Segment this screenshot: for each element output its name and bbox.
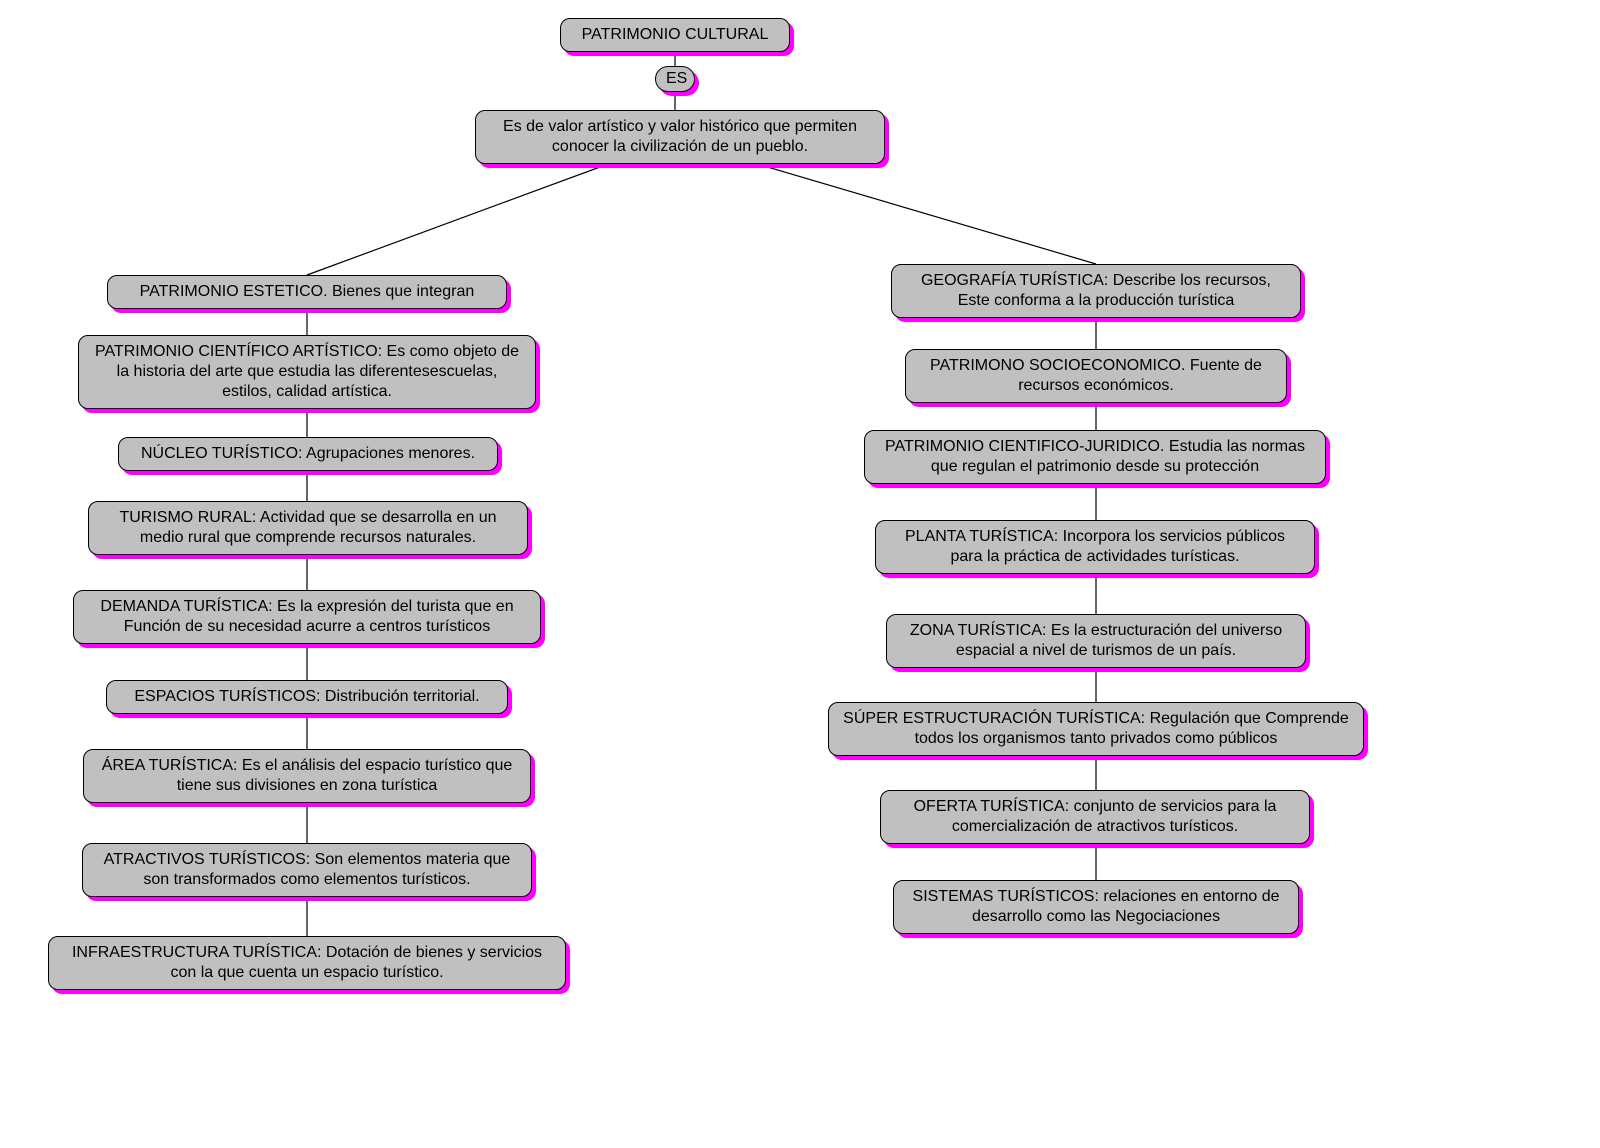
node-r5: SÚPER ESTRUCTURACIÓN TURÍSTICA: Regulaci… <box>828 702 1364 756</box>
node-r0: GEOGRAFÍA TURÍSTICA: Describe los recurs… <box>891 264 1301 318</box>
node-l3: TURISMO RURAL: Actividad que se desarrol… <box>88 501 528 555</box>
node-r2: PATRIMONIO CIENTIFICO-JURIDICO. Estudia … <box>864 430 1326 484</box>
node-r1: PATRIMONO SOCIOECONOMICO. Fuente de recu… <box>905 349 1287 403</box>
node-root: PATRIMONIO CULTURAL <box>560 18 790 52</box>
node-desc: Es de valor artístico y valor histórico … <box>475 110 885 164</box>
node-r7: SISTEMAS TURÍSTICOS: relaciones en entor… <box>893 880 1299 934</box>
node-l7: ATRACTIVOS TURÍSTICOS: Son elementos mat… <box>82 843 532 897</box>
node-l1: PATRIMONIO CIENTÍFICO ARTÍSTICO: Es como… <box>78 335 536 409</box>
node-l6: ÁREA TURÍSTICA: Es el análisis del espac… <box>83 749 531 803</box>
node-l8: INFRAESTRUCTURA TURÍSTICA: Dotación de b… <box>48 936 566 990</box>
node-es: ES <box>655 66 695 92</box>
node-l2: NÚCLEO TURÍSTICO: Agrupaciones menores. <box>118 437 498 471</box>
node-l5: ESPACIOS TURÍSTICOS: Distribución territ… <box>106 680 508 714</box>
concept-map-canvas: PATRIMONIO CULTURAL ES Es de valor artís… <box>0 0 1600 1148</box>
node-r3: PLANTA TURÍSTICA: Incorpora los servicio… <box>875 520 1315 574</box>
node-l4: DEMANDA TURÍSTICA: Es la expresión del t… <box>73 590 541 644</box>
node-l0: PATRIMONIO ESTETICO. Bienes que integran <box>107 275 507 309</box>
node-r6: OFERTA TURÍSTICA: conjunto de servicios … <box>880 790 1310 844</box>
node-r4: ZONA TURÍSTICA: Es la estructuración del… <box>886 614 1306 668</box>
